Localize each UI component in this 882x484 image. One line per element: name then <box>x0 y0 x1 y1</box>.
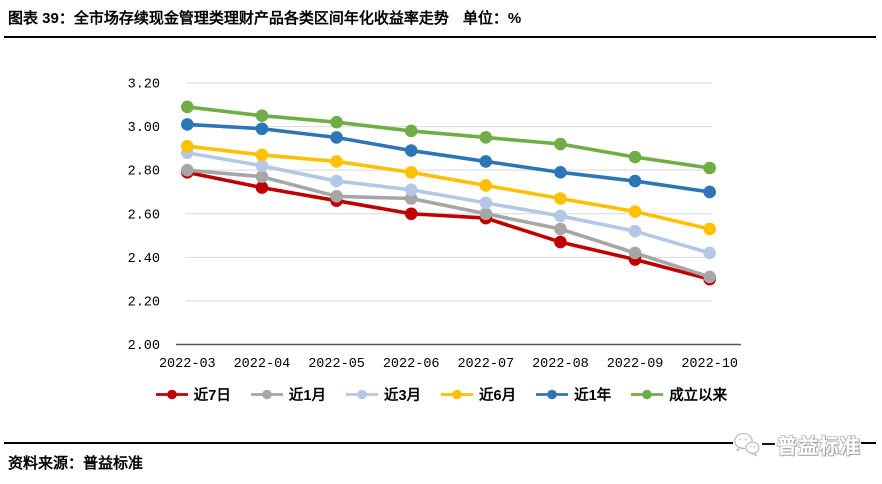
x-axis-tick-label: 2022-06 <box>383 357 440 372</box>
y-axis-tick-label: 2.80 <box>128 165 160 180</box>
footer-divider <box>4 442 876 444</box>
series-point-6m <box>255 148 269 162</box>
x-axis-tick-label: 2022-05 <box>308 357 365 372</box>
series-point-inception <box>554 137 567 151</box>
series-point-1y <box>255 122 269 136</box>
legend-item-6m: 近6月 <box>440 384 516 405</box>
series-point-1m <box>330 190 343 203</box>
figure-title-text: 图表 39：全市场存续现金管理类理财产品各类区间年化收益率走势 <box>8 10 449 27</box>
series-point-6m <box>628 205 642 218</box>
legend-marker-1y <box>536 389 569 400</box>
series-line-1m <box>185 168 712 279</box>
series-point-inception <box>181 100 194 114</box>
series-point-inception <box>628 150 642 164</box>
series-point-3m <box>628 224 642 238</box>
series-point-1y <box>554 166 567 179</box>
series-point-7d <box>554 235 567 249</box>
legend-label: 近7日 <box>193 388 231 404</box>
series-point-inception <box>255 109 269 122</box>
series-point-6m <box>404 166 418 179</box>
x-axis-tick-label: 2022-08 <box>532 357 589 372</box>
legend-item-7d: 近7日 <box>155 384 231 405</box>
series-point-3m <box>330 174 343 188</box>
series-point-3m <box>703 246 716 260</box>
legend-item-1y: 近1年 <box>535 384 611 405</box>
series-point-6m <box>181 139 194 153</box>
series-line-6m <box>185 144 712 231</box>
x-axis-tick-label: 2022-09 <box>607 357 664 372</box>
series-point-1m <box>554 222 567 236</box>
legend-item-1m: 近1月 <box>250 384 326 405</box>
series-point-3m <box>554 209 567 223</box>
legend-marker-3m <box>345 389 378 400</box>
series-point-inception <box>404 124 418 138</box>
series-point-6m <box>554 192 567 205</box>
x-axis-tick-label: 2022-10 <box>681 357 738 372</box>
y-axis-tick-label: 2.00 <box>128 339 160 354</box>
wechat-bubbles-icon <box>734 432 760 457</box>
logo-line-segment <box>762 443 775 445</box>
series-point-1m <box>404 192 418 205</box>
legend-label: 近1月 <box>288 388 326 404</box>
series-point-1y <box>330 131 343 144</box>
series-point-1y <box>181 118 194 131</box>
legend-marker-inception <box>631 389 664 400</box>
series-point-3m <box>404 183 418 197</box>
series-point-3m <box>255 159 269 173</box>
x-axis-tick-label: 2022-03 <box>159 357 216 372</box>
y-axis-tick-label: 3.20 <box>128 78 160 93</box>
y-axis-tick-label: 2.40 <box>128 252 160 267</box>
x-axis-tick-label: 2022-04 <box>234 357 291 372</box>
series-point-1m <box>479 207 493 221</box>
series-line-3m <box>185 150 712 255</box>
series-point-7d <box>404 207 418 221</box>
legend-label: 近1年 <box>574 388 612 404</box>
legend-item-3m: 近3月 <box>345 384 421 405</box>
series-point-1m <box>181 163 194 177</box>
source-note: 资料来源：普益标准 <box>8 455 144 472</box>
series-line-inception <box>185 105 712 170</box>
legend-label: 近6月 <box>479 388 517 404</box>
puyi-standard-logo: 普益标准 <box>733 424 861 464</box>
series-line-1y <box>185 122 712 194</box>
series-point-3m <box>479 196 493 210</box>
series-point-1y <box>479 155 493 168</box>
series-point-1m <box>703 270 716 284</box>
series-point-1y <box>703 185 716 199</box>
series-point-7d <box>255 181 269 194</box>
series-point-1m <box>628 246 642 260</box>
series-point-inception <box>330 115 343 129</box>
legend-label: 成立以来 <box>669 388 728 404</box>
chart-legend: 近7日 近1月 近3月 近6月 近1年 成立以来 <box>0 384 882 405</box>
series-point-inception <box>479 131 493 144</box>
y-axis-tick-label: 2.60 <box>128 208 160 223</box>
x-axis-tick-label: 2022-07 <box>457 357 514 372</box>
series-line-7d <box>185 170 712 281</box>
unit-label: 单位：% <box>462 10 522 27</box>
series-point-1m <box>255 170 269 184</box>
legend-marker-1m <box>250 389 283 400</box>
figure-title: 图表 39：全市场存续现金管理类理财产品各类区间年化收益率走势 单位：% <box>8 7 521 28</box>
y-axis-tick-label: 3.00 <box>128 121 160 136</box>
legend-marker-6m <box>441 389 474 400</box>
title-divider <box>4 36 876 38</box>
series-point-6m <box>330 155 343 168</box>
legend-item-inception: 成立以来 <box>630 384 727 405</box>
series-point-1y <box>628 174 642 188</box>
legend-label: 近3月 <box>383 388 422 404</box>
series-point-6m <box>479 179 493 192</box>
series-point-inception <box>703 161 716 175</box>
y-axis-tick-label: 2.20 <box>128 295 160 310</box>
legend-marker-7d <box>155 389 188 400</box>
series-point-6m <box>703 222 716 236</box>
logo-text: 普益标准 <box>777 435 861 458</box>
series-point-1y <box>404 144 418 157</box>
